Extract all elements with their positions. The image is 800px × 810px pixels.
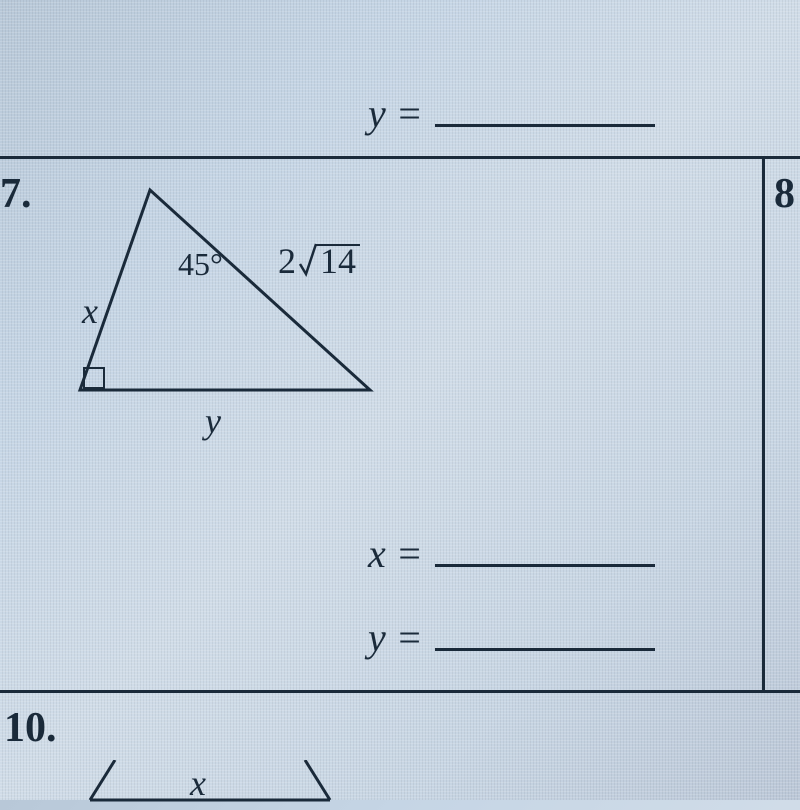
- p7-x-line: [435, 559, 655, 567]
- angle-45-label: 45°: [178, 246, 223, 283]
- top-y-label: y =: [368, 90, 423, 137]
- hyp-coef: 2: [278, 240, 296, 282]
- p7-y-answer: y =: [368, 614, 655, 661]
- problem-8-number: 8: [774, 170, 795, 218]
- p7-x-label: x =: [368, 530, 423, 577]
- problem-10-number: 10.: [4, 704, 57, 752]
- triangle-y-label: y: [205, 400, 221, 442]
- problem-7-number: 7.: [0, 170, 32, 218]
- p7-y-line: [435, 643, 655, 651]
- triangle-diagram: [70, 180, 400, 420]
- p7-x-answer: x =: [368, 530, 655, 577]
- top-y-answer: y =: [368, 90, 655, 137]
- p7-y-label: y =: [368, 614, 423, 661]
- sqrt-icon: [298, 240, 318, 282]
- triangle-x-label: x: [82, 290, 98, 332]
- p10-x-label: x: [190, 762, 206, 804]
- top-y-line: [435, 119, 655, 127]
- grid-line-h-2: [0, 690, 800, 693]
- grid-line-v-1: [762, 156, 765, 690]
- p10-triangle-partial: [80, 760, 340, 810]
- hyp-radicand: 14: [320, 240, 356, 282]
- triangle-hyp-label: 2 14: [278, 240, 356, 282]
- grid-line-h-1: [0, 156, 800, 159]
